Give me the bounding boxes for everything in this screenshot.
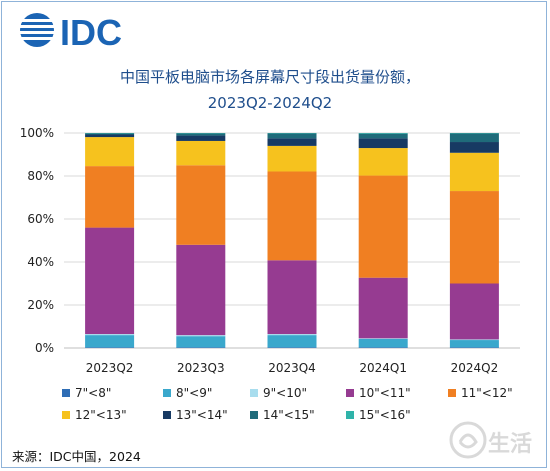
y-tick-label: 80% <box>27 169 54 183</box>
legend-item: 12"<13" <box>62 408 127 422</box>
legend-label: 10"<11" <box>359 386 411 400</box>
logo-text: IDC <box>60 12 122 52</box>
bar-segment <box>267 133 317 139</box>
legend-swatch <box>62 389 70 397</box>
bar-segment <box>85 133 135 135</box>
legend-item: 10"<11" <box>346 386 411 400</box>
bar-segment <box>85 134 135 138</box>
bar-segment <box>449 283 499 340</box>
legend-swatch <box>346 389 354 397</box>
bar-segment <box>176 165 226 245</box>
bar-segment <box>449 142 499 153</box>
y-tick-label: 0% <box>35 341 54 355</box>
chart-subtitle: 2023Q2-2024Q2 <box>207 94 333 112</box>
legend-label: 12"<13" <box>75 408 127 422</box>
bar-segment <box>176 335 226 337</box>
bar-segment <box>358 138 408 149</box>
bar-segment <box>267 334 317 336</box>
legend-swatch <box>448 389 456 397</box>
bar-segment <box>267 138 317 146</box>
legend-item: 9"<10" <box>250 386 307 400</box>
bar-segment <box>449 152 499 192</box>
legend-label: 13"<14" <box>176 408 228 422</box>
bar-segment <box>176 244 226 336</box>
bar-segment <box>176 135 226 141</box>
bar-segment <box>176 133 226 136</box>
legend-label: 15"<16" <box>359 408 411 422</box>
bar-segment <box>358 277 408 339</box>
bar-segment <box>176 140 226 166</box>
legend-swatch <box>250 411 258 419</box>
legend-label: 11"<12" <box>461 386 513 400</box>
legend-item: 7"<8" <box>62 386 111 400</box>
y-tick-label: 20% <box>27 298 54 312</box>
bar-segment <box>358 175 408 278</box>
legend-swatch <box>163 389 171 397</box>
bar-segment <box>85 335 135 348</box>
legend-swatch <box>62 411 70 419</box>
watermark-text: 生活 <box>488 432 532 457</box>
bar-segment <box>267 347 317 348</box>
bar-segment <box>176 336 226 348</box>
y-tick-label: 60% <box>27 212 54 226</box>
legend-label: 7"<8" <box>75 386 112 400</box>
bar-segment <box>85 227 135 335</box>
bar-segment <box>449 340 499 348</box>
legend-swatch <box>250 389 258 397</box>
stacked-bar-chart: 0% 20% 40% 60% 80% 100% 2023Q2 2023Q3 2023Q4 2024… <box>20 126 520 375</box>
y-tick-label: 40% <box>27 255 54 269</box>
bar-segment <box>358 133 408 139</box>
bar-segment <box>449 347 499 348</box>
chart-title-block: 中国平板电脑市场各屏幕尺寸段出货量份额， 2023Q2-2024Q2 <box>40 64 500 116</box>
legend-label: 14"<15" <box>263 408 315 422</box>
bar-segment <box>267 335 317 348</box>
source-note: 来源：IDC中国，2024 <box>12 449 141 464</box>
legend-item: 14"<15" <box>250 408 315 422</box>
bar-segment <box>449 133 499 143</box>
bar-segment <box>85 137 135 167</box>
bar-segment <box>358 347 408 348</box>
bar-segment <box>267 145 317 172</box>
y-tick-label: 100% <box>20 126 54 140</box>
bar-segment <box>85 334 135 336</box>
bar-segment <box>358 338 408 348</box>
x-tick-label: 2023Q2 <box>86 361 134 375</box>
bar-segment <box>449 191 499 284</box>
bar-segment <box>85 166 135 228</box>
x-tick-label: 2024Q1 <box>359 361 407 375</box>
x-tick-label: 2023Q4 <box>268 361 316 375</box>
legend-swatch <box>346 411 354 419</box>
x-tick-label: 2023Q3 <box>177 361 225 375</box>
bar-segment <box>267 171 317 261</box>
bar-segment <box>449 339 499 341</box>
legend-label: 9"<10" <box>263 386 307 400</box>
bar-segment <box>267 260 317 335</box>
legend-item: 8"<9" <box>163 386 212 400</box>
legend-item: 13"<14" <box>163 408 228 422</box>
bar-segment <box>85 347 135 348</box>
globe-icon <box>20 13 54 47</box>
bar-segment <box>358 133 408 134</box>
bar-segment <box>176 347 226 348</box>
legend-label: 8"<9" <box>176 386 213 400</box>
x-tick-label: 2024Q2 <box>451 361 499 375</box>
legend-item: 11"<12" <box>448 386 513 400</box>
watermark: 生活 <box>449 421 532 459</box>
idc-logo: IDC <box>20 12 122 52</box>
bar-segment <box>358 148 408 176</box>
legend-item: 15"<16" <box>346 408 411 422</box>
legend-swatch <box>163 411 171 419</box>
chart-title: 中国平板电脑市场各屏幕尺寸段出货量份额， <box>119 68 420 86</box>
bar-segment <box>358 338 408 339</box>
